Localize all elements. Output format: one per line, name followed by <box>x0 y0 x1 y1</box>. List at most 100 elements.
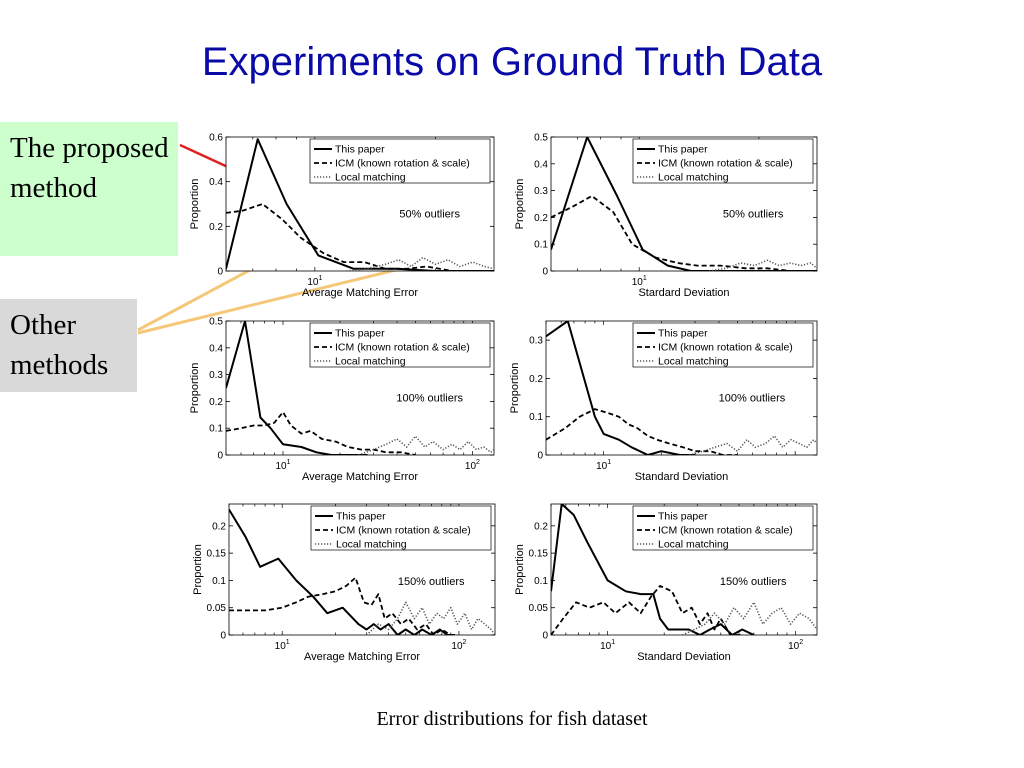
y-tick-label: 0.2 <box>212 521 226 532</box>
y-axis-label: Proportion <box>514 544 526 595</box>
chart-r2c1: 0 0.1 0.2 0.3 0.4 0.5 101 102 Average Matching E… <box>189 317 495 483</box>
y-tick-label: 0.3 <box>529 336 543 347</box>
y-tick-label: 0 <box>217 451 223 462</box>
y-tick-label: 0 <box>542 631 548 642</box>
legend: This paper ICM (known rotation & scale) Lo… <box>310 505 492 551</box>
y-tick-label: 0 <box>542 267 548 278</box>
legend-entry: This paper <box>658 144 708 156</box>
series-solid-line <box>546 321 695 455</box>
legend-box <box>632 138 814 184</box>
series-solid-line <box>551 137 817 271</box>
chart-r3c2: 0 0.05 0.1 0.15 0.2 101 102 Standard Deviation P… <box>514 503 818 663</box>
legend-box <box>632 322 814 368</box>
legend-entry: ICM (known rotation & scale) <box>336 525 471 537</box>
y-tick-label: 0.05 <box>207 603 227 614</box>
x-tick-label: 101 <box>275 639 290 652</box>
outlier-annotation: 100% outliers <box>719 392 786 404</box>
legend: This paper ICM (known rotation & scale) Lo… <box>632 322 814 368</box>
y-tick-label: 0.1 <box>534 576 548 587</box>
legend-entry: Local matching <box>335 172 406 184</box>
series-dashed-line <box>226 411 416 455</box>
series-dotted-line <box>346 256 494 271</box>
tan-arrow-2 <box>137 260 423 335</box>
x-tick-label: 101 <box>632 275 647 288</box>
y-axis-label: Proportion <box>509 363 521 414</box>
y-tick-label: 0.4 <box>534 159 548 170</box>
outlier-annotation: 100% outliers <box>396 392 463 404</box>
x-axis-label: Average Matching Error <box>302 471 418 483</box>
y-tick-label: 0.5 <box>209 317 223 328</box>
y-tick-label: 0.05 <box>529 603 549 614</box>
proposed-method-label: The proposed method <box>0 122 178 256</box>
y-tick-label: 0.1 <box>529 412 543 423</box>
x-tick-label: 101 <box>596 459 611 472</box>
legend-entry: ICM (known rotation & scale) <box>335 342 470 354</box>
series-dotted-line <box>365 601 495 635</box>
legend-box <box>309 138 491 184</box>
y-tick-label: 0.5 <box>534 133 548 144</box>
series-dashed-line <box>226 203 494 271</box>
series-dashed-line <box>551 585 743 635</box>
y-tick-label: 0.15 <box>529 549 549 560</box>
y-tick-label: 0.3 <box>534 186 548 197</box>
x-axis-label: Stardard Deviation <box>638 287 729 299</box>
legend-box <box>310 505 492 551</box>
y-tick-label: 0 <box>220 631 226 642</box>
chart-r2c2: 0 0.1 0.2 0.3 101 Standard Deviation Proportio… <box>509 320 818 483</box>
series-dashed-line <box>546 408 738 455</box>
x-tick-label: 101 <box>307 275 322 288</box>
outlier-annotation: 50% outliers <box>723 208 784 220</box>
chart-r3c1: 0 0.05 0.1 0.15 0.2 101 102 Average Matching Er… <box>192 503 496 663</box>
y-tick-label: 0 <box>537 451 543 462</box>
y-tick-label: 0 <box>217 267 223 278</box>
y-tick-label: 0.2 <box>209 397 223 408</box>
y-tick-label: 0.1 <box>212 576 226 587</box>
legend-entry: This paper <box>658 511 708 523</box>
series-dotted-line <box>682 601 817 635</box>
legend: This paper ICM (known rotation & scale) Lo… <box>632 138 814 184</box>
legend: This paper ICM (known rotation & scale) Lo… <box>632 505 814 551</box>
x-tick-label: 102 <box>788 639 803 652</box>
series-dashed-line <box>229 576 452 635</box>
y-tick-label: 0.2 <box>529 374 543 385</box>
series-solid-line <box>226 321 368 455</box>
legend-box <box>632 505 814 551</box>
x-axis-label: Average Matching Error <box>304 651 420 663</box>
x-tick-label: 102 <box>465 459 480 472</box>
legend-entry: This paper <box>335 144 385 156</box>
y-tick-label: 0.1 <box>209 424 223 435</box>
y-tick-label: 0.6 <box>209 133 223 144</box>
legend-entry: Local matching <box>336 539 407 551</box>
series-dashed-line <box>551 195 817 271</box>
y-tick-label: 0.2 <box>534 213 548 224</box>
x-axis-label: Average Matching Error <box>302 287 418 299</box>
other-methods-label: Other methods <box>0 299 137 392</box>
series-solid-line <box>226 138 494 271</box>
y-axis-label: Proportion <box>192 544 204 595</box>
series-dotted-line <box>689 435 817 455</box>
legend-entry: This paper <box>336 511 386 523</box>
slide-title: Experiments on Ground Truth Data <box>201 40 823 84</box>
series-dotted-line <box>358 435 494 455</box>
legend-entry: ICM (known rotation & scale) <box>335 158 470 170</box>
y-tick-label: 0.15 <box>207 549 227 560</box>
y-tick-label: 0.2 <box>534 521 548 532</box>
x-tick-label: 101 <box>600 639 615 652</box>
y-tick-label: 0.2 <box>209 222 223 233</box>
x-axis-label: Standard Deviation <box>637 651 731 663</box>
legend-entry: ICM (known rotation & scale) <box>658 342 793 354</box>
outlier-annotation: 150% outliers <box>398 576 465 588</box>
x-tick-label: 102 <box>451 639 466 652</box>
figure-caption: Error distributions for fish dataset <box>376 708 648 730</box>
x-axis-label: Standard Deviation <box>635 471 729 483</box>
legend: This paper ICM (known rotation & scale) Lo… <box>309 138 491 184</box>
outlier-annotation: 50% outliers <box>399 208 460 220</box>
outlier-annotation: 150% outliers <box>720 576 787 588</box>
y-tick-label: 0.4 <box>209 343 223 354</box>
legend-box <box>309 322 491 368</box>
series-solid-line <box>551 504 755 635</box>
legend-entry: Local matching <box>658 172 729 184</box>
